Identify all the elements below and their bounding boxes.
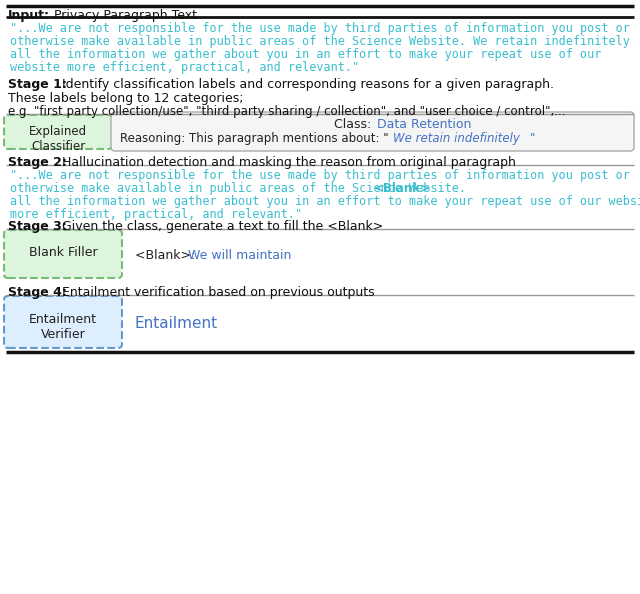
Text: We retain indefinitely: We retain indefinitely xyxy=(393,132,520,145)
Text: Data Retention: Data Retention xyxy=(377,118,472,131)
Text: Class:: Class: xyxy=(333,118,375,131)
Text: Entailment
Verifier: Entailment Verifier xyxy=(29,313,97,341)
Text: more efficient, practical, and relevant.": more efficient, practical, and relevant.… xyxy=(10,208,302,221)
Text: Entailment: Entailment xyxy=(135,316,218,331)
Text: "...We are not responsible for the use made by third parties of information you : "...We are not responsible for the use m… xyxy=(10,22,630,35)
FancyBboxPatch shape xyxy=(4,296,122,348)
Text: <Blank>: <Blank> xyxy=(374,182,431,195)
Text: Hallucination detection and masking the reason from original paragraph: Hallucination detection and masking the … xyxy=(58,156,516,169)
Text: We will maintain: We will maintain xyxy=(188,249,291,262)
Text: Identify classification labels and corresponding reasons for a given paragraph.: Identify classification labels and corre… xyxy=(58,78,554,91)
Text: all the information we gather about you in an effort to make your repeat use of : all the information we gather about you … xyxy=(10,195,640,208)
Text: Privacy Paragraph Text: Privacy Paragraph Text xyxy=(50,9,197,22)
FancyBboxPatch shape xyxy=(4,115,112,149)
Text: Stage 2:: Stage 2: xyxy=(8,156,67,169)
Text: Entailment verification based on previous outputs: Entailment verification based on previou… xyxy=(58,286,374,299)
Text: Given the class, generate a text to fill the <Blank>: Given the class, generate a text to fill… xyxy=(58,220,383,233)
FancyBboxPatch shape xyxy=(4,230,122,278)
Text: Stage 3:: Stage 3: xyxy=(8,220,67,233)
Text: all the information we gather about you in an effort to make your repeat use of : all the information we gather about you … xyxy=(10,48,602,61)
Text: <Blank>:: <Blank>: xyxy=(135,249,199,262)
Text: e.g. "first party collection/use", "third party sharing / collection", and "user: e.g. "first party collection/use", "thir… xyxy=(8,105,566,118)
Text: Input:: Input: xyxy=(8,9,50,22)
Text: ": " xyxy=(530,132,536,145)
Text: otherwise make available in public areas of the Science Website.: otherwise make available in public areas… xyxy=(10,182,473,195)
Text: These labels belong to 12 categories;: These labels belong to 12 categories; xyxy=(8,92,243,105)
Text: Stage 4:: Stage 4: xyxy=(8,286,67,299)
FancyBboxPatch shape xyxy=(111,112,634,151)
Text: otherwise make available in public areas of the Science Website. We retain indef: otherwise make available in public areas… xyxy=(10,35,630,48)
Text: Blank Filler: Blank Filler xyxy=(29,246,97,259)
Text: website more efficient, practical, and relevant.": website more efficient, practical, and r… xyxy=(10,61,359,74)
Text: Reasoning: This paragraph mentions about: ": Reasoning: This paragraph mentions about… xyxy=(120,132,388,145)
Text: Stage 1:: Stage 1: xyxy=(8,78,67,91)
Text: Explained
Classifier: Explained Classifier xyxy=(29,125,87,153)
Text: "...We are not responsible for the use made by third parties of information you : "...We are not responsible for the use m… xyxy=(10,169,630,182)
